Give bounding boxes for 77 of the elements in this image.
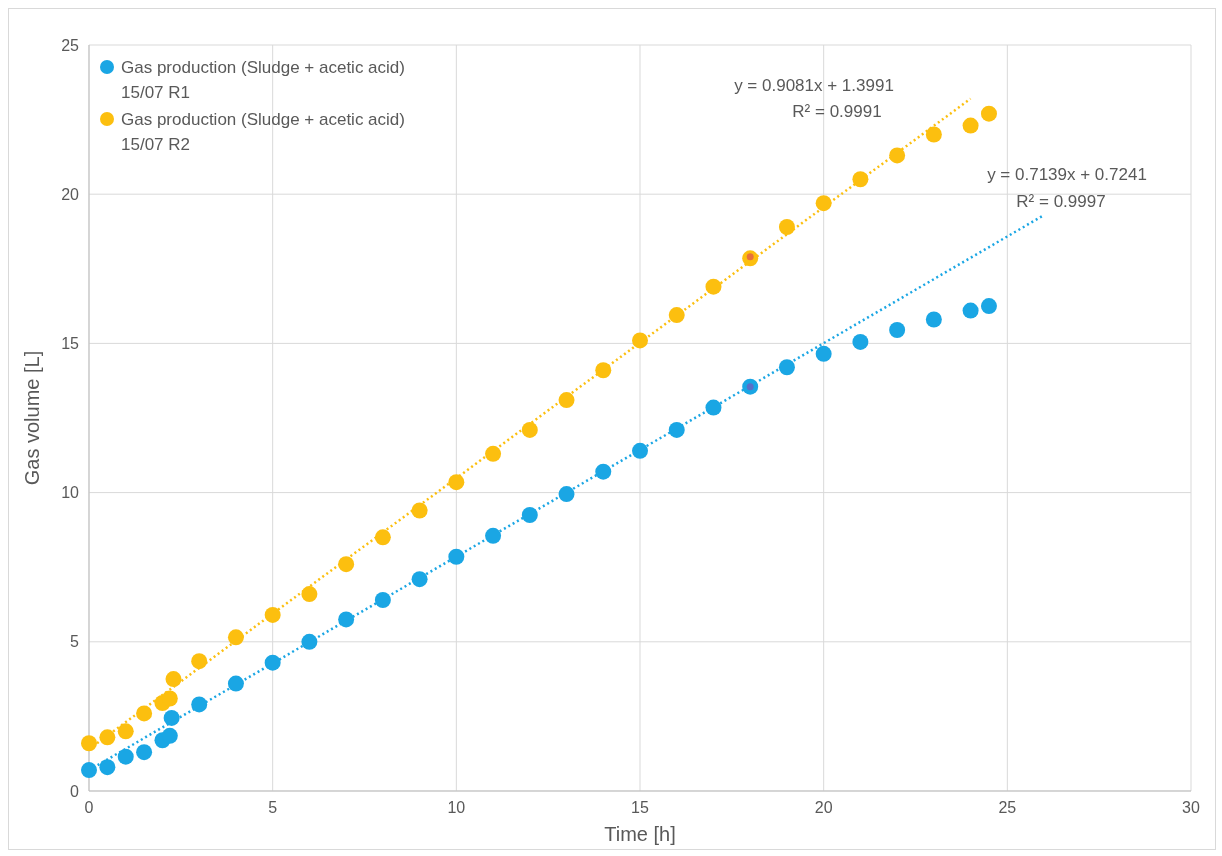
point: [165, 671, 182, 688]
point: [81, 735, 97, 752]
point: [117, 748, 134, 765]
annotation: y = 0.9081x + 1.3991: [734, 75, 894, 95]
legend-label: Gas production (Sludge + acetic acid) 15/07 R1: [121, 57, 405, 102]
point: [81, 762, 97, 779]
point: [264, 654, 281, 671]
point: [117, 723, 134, 740]
point: [448, 474, 465, 491]
y-tick-label: 0: [70, 782, 80, 800]
point: [264, 606, 281, 623]
point: [136, 705, 153, 722]
x-tick-label: 5: [268, 799, 278, 816]
point: [99, 759, 116, 776]
annotation: R² = 0.9991: [792, 101, 882, 121]
point: [705, 399, 722, 416]
point: [705, 278, 722, 295]
x-tick-label: 0: [84, 799, 94, 816]
x-tick-label: 10: [447, 799, 466, 816]
point: [632, 442, 648, 459]
x-tick-label: 25: [998, 799, 1017, 816]
point: [374, 529, 391, 546]
point: [962, 302, 979, 319]
point: [815, 195, 832, 212]
y-axis-title: Gas volume [L]: [21, 350, 43, 486]
point: [99, 729, 116, 746]
point: [338, 556, 355, 573]
point: [301, 633, 318, 650]
point: [632, 332, 648, 349]
y-tick-label: 20: [61, 185, 80, 203]
point: [925, 126, 942, 143]
point: [136, 744, 153, 761]
annotation: R² = 0.9997: [1016, 191, 1106, 211]
point: [852, 333, 869, 350]
point: [411, 502, 428, 519]
y-tick-label: 25: [61, 36, 80, 54]
point: [191, 653, 208, 670]
x-tick-label: 20: [814, 799, 833, 816]
point: [595, 362, 612, 379]
point: [815, 345, 832, 362]
point: [778, 219, 795, 236]
point: [161, 690, 178, 707]
point: [227, 675, 244, 692]
point: [338, 611, 355, 628]
y-tick-label: 10: [61, 484, 80, 502]
point: [925, 311, 942, 328]
point: [301, 586, 318, 603]
y-tick-label: 5: [70, 633, 80, 651]
point: [962, 117, 979, 134]
point: [668, 421, 685, 438]
point: [889, 147, 906, 164]
point: [485, 445, 502, 462]
point: [595, 463, 612, 480]
point: [778, 359, 795, 376]
point: [980, 298, 997, 315]
annotation: y = 0.7139x + 0.7241: [987, 164, 1147, 184]
point: [485, 527, 502, 544]
point: [161, 727, 178, 744]
x-axis-title: Time [h]: [604, 823, 676, 845]
point: [521, 506, 538, 523]
point: [889, 321, 906, 338]
point: [852, 171, 869, 188]
x-tick-label: 15: [631, 799, 649, 816]
x-tick-label: 30: [1182, 799, 1200, 816]
y-tick-label: 15: [61, 335, 80, 352]
point: [668, 307, 685, 324]
legend-label: Gas production (Sludge + acetic acid) 15/07 R2: [121, 109, 405, 154]
point: [191, 696, 208, 713]
point: [448, 548, 465, 565]
point: [163, 709, 180, 726]
point: [980, 105, 997, 122]
point: [374, 592, 391, 609]
point: [411, 571, 428, 588]
point: [521, 421, 538, 438]
point: [558, 392, 575, 409]
point: [558, 486, 575, 503]
point: [227, 629, 244, 646]
